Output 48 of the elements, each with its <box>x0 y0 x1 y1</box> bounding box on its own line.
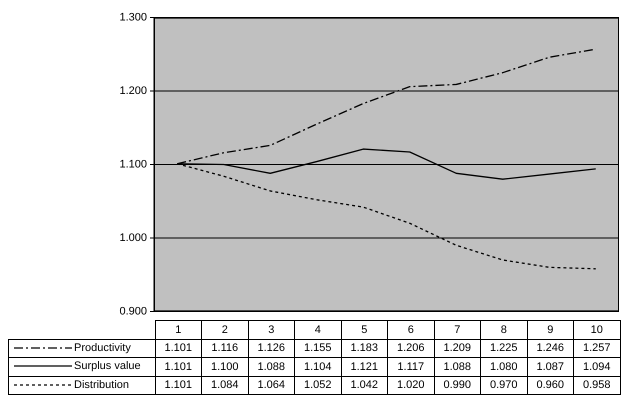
y-tick-label: 0.900 <box>119 305 147 318</box>
data-label: 1.246 <box>527 339 574 358</box>
data-label: 1.084 <box>202 376 248 394</box>
x-tick-label: 4 <box>294 320 341 339</box>
x-tick-label: 1 <box>155 320 202 339</box>
x-tick-label: 2 <box>202 320 248 339</box>
data-label: 1.121 <box>341 358 388 376</box>
data-label: 1.155 <box>294 339 341 358</box>
data-label: 1.183 <box>341 339 388 358</box>
data-label: 1.126 <box>248 339 294 358</box>
data-label: 1.101 <box>155 339 202 358</box>
data-label: 1.064 <box>248 376 294 394</box>
legend-label: Productivity <box>74 342 131 354</box>
y-tick-label: 1.000 <box>119 232 147 244</box>
x-tick-label: 10 <box>574 320 620 339</box>
data-label: 1.101 <box>155 376 202 394</box>
data-label: 1.101 <box>155 358 202 376</box>
data-label: 1.087 <box>527 358 574 376</box>
data-label: 1.225 <box>480 339 527 358</box>
data-label: 0.958 <box>574 376 620 394</box>
data-label: 1.116 <box>202 339 248 358</box>
data-label: 1.020 <box>388 376 434 394</box>
data-label: 1.100 <box>202 358 248 376</box>
x-tick-label: 6 <box>388 320 434 339</box>
x-tick-label: 8 <box>480 320 527 339</box>
data-label: 1.080 <box>480 358 527 376</box>
data-label: 1.206 <box>388 339 434 358</box>
data-label: 1.117 <box>388 358 434 376</box>
data-label: 1.088 <box>248 358 294 376</box>
y-tick-label: 1.300 <box>119 12 147 24</box>
x-tick-label: 3 <box>248 320 294 339</box>
data-label: 0.970 <box>480 376 527 394</box>
data-label: 1.052 <box>294 376 341 394</box>
data-label: 1.042 <box>341 376 388 394</box>
data-label: 1.104 <box>294 358 341 376</box>
data-label: 1.257 <box>574 339 620 358</box>
x-tick-label: 7 <box>434 320 480 339</box>
data-label: 0.990 <box>434 376 480 394</box>
data-label: 0.960 <box>527 376 574 394</box>
y-tick-label: 1.200 <box>119 85 147 98</box>
x-tick-label: 5 <box>341 320 388 339</box>
x-tick-label: 9 <box>527 320 574 339</box>
data-label: 1.209 <box>434 339 480 358</box>
legend-label: Distribution <box>74 378 130 391</box>
y-tick-label: 1.100 <box>119 158 147 171</box>
data-label: 1.094 <box>574 358 620 376</box>
data-label: 1.088 <box>434 358 480 376</box>
legend-label: Surplus value <box>74 360 141 372</box>
